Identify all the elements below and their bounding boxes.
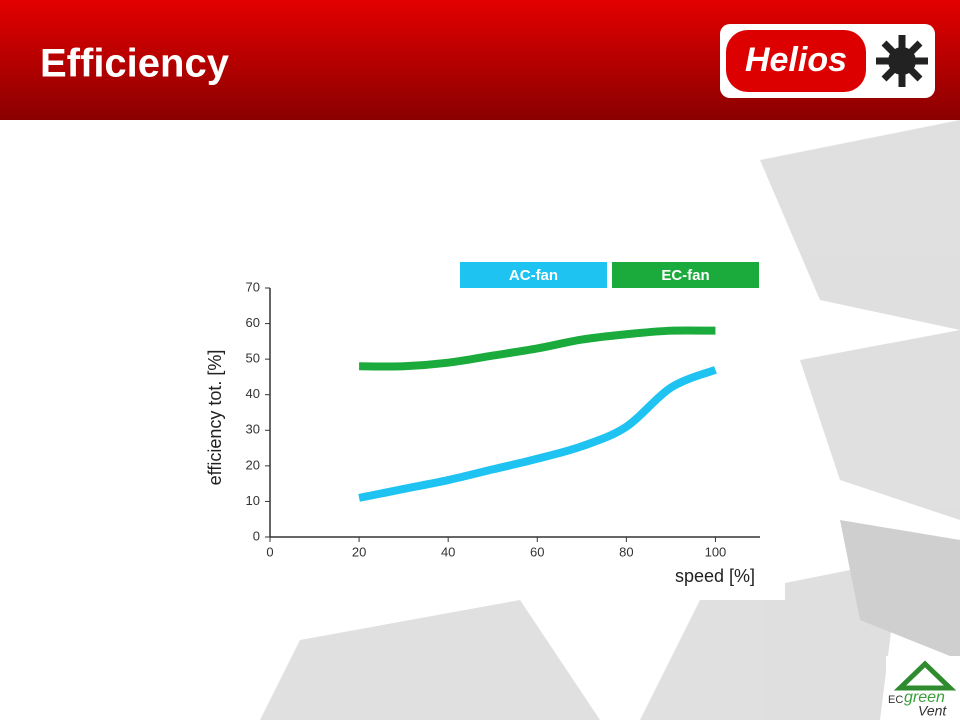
x-tick-label: 0 — [266, 544, 273, 559]
y-tick-label: 0 — [253, 528, 260, 543]
series-line — [359, 326, 716, 371]
series-line — [358, 366, 717, 502]
helios-logo: Helios — [720, 24, 935, 98]
ecgreenvent-logo: EC green Vent — [886, 656, 960, 720]
y-tick-label: 20 — [246, 457, 260, 472]
legend-label: AC-fan — [509, 267, 558, 284]
x-tick-label: 60 — [530, 544, 544, 559]
legend-swatch — [460, 262, 607, 288]
logo-text: Helios — [745, 41, 847, 79]
background-fan — [260, 120, 960, 720]
logo-suffix: Vent — [918, 703, 947, 719]
legend-swatch — [612, 262, 759, 288]
logo-prefix: EC — [888, 694, 903, 706]
y-tick-label: 30 — [246, 422, 260, 437]
x-axis-label: speed [%] — [675, 566, 755, 586]
y-tick-label: 70 — [246, 279, 260, 294]
logo-brand: green — [904, 689, 945, 706]
legend-label: EC-fan — [661, 267, 709, 284]
y-tick-label: 40 — [246, 386, 260, 401]
chart-panel — [190, 230, 785, 600]
x-tick-label: 100 — [705, 544, 727, 559]
y-tick-label: 60 — [246, 315, 260, 330]
slide-title: Efficiency — [40, 42, 230, 86]
x-tick-label: 80 — [619, 544, 633, 559]
y-tick-label: 10 — [246, 493, 260, 508]
y-axis-label: efficiency tot. [%] — [205, 350, 225, 486]
chart: 0 10 20 30 40 50 60 70 0 20 40 60 80 100 speed [%] effi… — [205, 262, 760, 586]
y-tick-label: 50 — [246, 351, 260, 366]
x-tick-label: 20 — [352, 544, 366, 559]
x-tick-label: 40 — [441, 544, 455, 559]
